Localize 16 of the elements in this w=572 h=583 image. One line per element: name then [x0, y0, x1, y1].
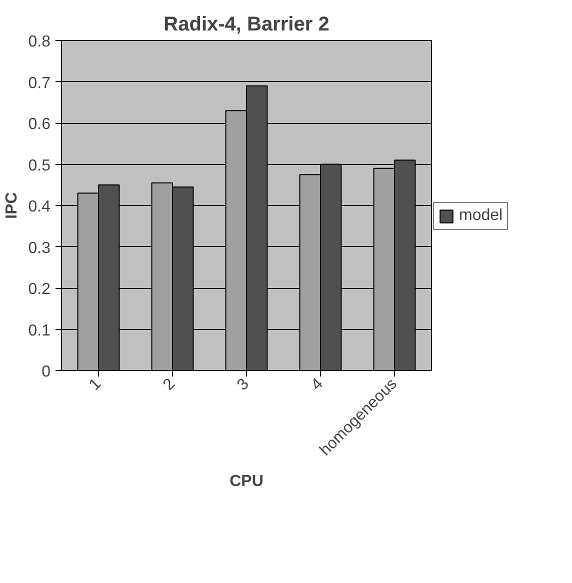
y-tick-label: 0.3	[28, 240, 51, 257]
x-axis-title: CPU	[230, 473, 264, 490]
y-tick-label: 0.2	[28, 281, 51, 298]
legend-label: model	[459, 207, 503, 225]
y-tick-label: 0.1	[28, 322, 51, 340]
y-tick-label: 0.4	[28, 198, 51, 216]
y-tick-label: 0.8	[28, 34, 51, 50]
x-tick-label: 1	[86, 375, 105, 394]
y-tick-label: 0.7	[28, 74, 51, 92]
y-axis-title: IPC	[3, 192, 20, 219]
y-tick-label: 0.6	[28, 116, 51, 133]
chart-title: Radix-4, Barrier 2	[164, 14, 330, 36]
x-tick-label: 3	[234, 375, 253, 394]
y-tick-label: 0	[42, 364, 51, 380]
y-tick-label: 0.5	[28, 157, 51, 174]
x-tick-label: 2	[160, 375, 179, 394]
